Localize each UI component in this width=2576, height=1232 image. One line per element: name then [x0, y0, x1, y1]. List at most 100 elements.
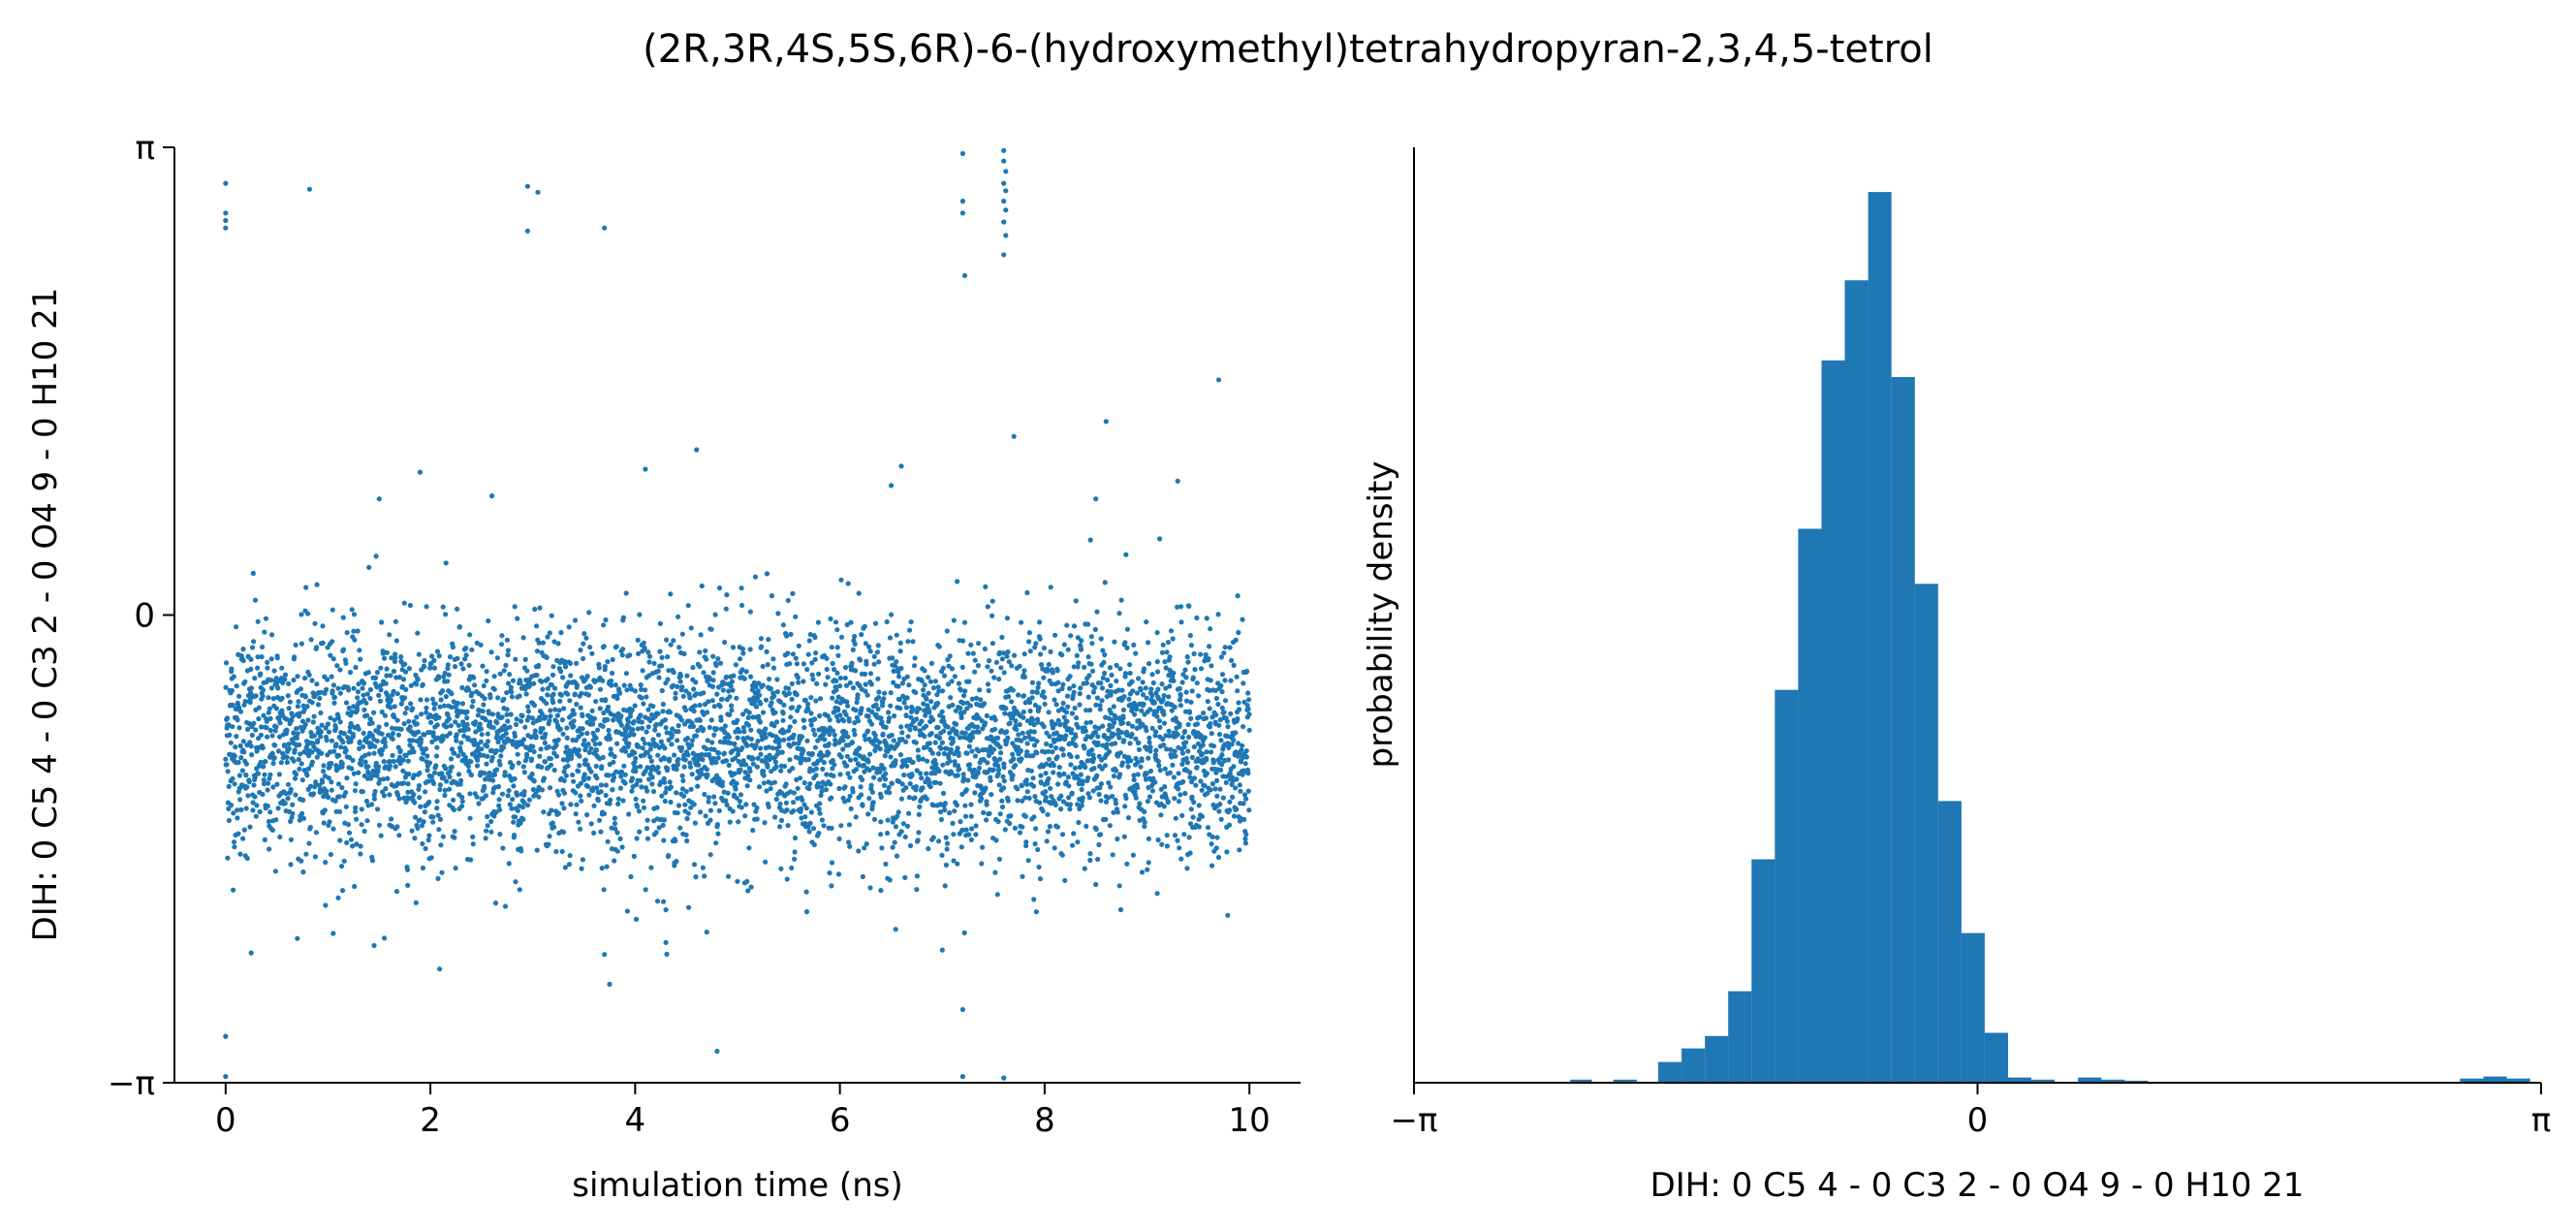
- scatter-point: [985, 664, 990, 670]
- scatter-point: [513, 656, 518, 662]
- scatter-point: [1138, 764, 1144, 770]
- scatter-point: [1001, 670, 1007, 676]
- scatter-point: [369, 858, 376, 864]
- scatter-point: [647, 746, 653, 752]
- scatter-point: [861, 762, 867, 769]
- scatter-point: [510, 797, 516, 803]
- scatter-point: [434, 806, 440, 811]
- scatter-point: [907, 727, 913, 733]
- scatter-point: [699, 583, 705, 589]
- scatter-point: [411, 792, 417, 798]
- scatter-point: [826, 750, 832, 756]
- scatter-point: [871, 653, 877, 659]
- scatter-point: [1164, 843, 1170, 849]
- scatter-point: [1183, 689, 1189, 695]
- scatter-point: [1112, 639, 1117, 645]
- scatter-point: [602, 664, 609, 670]
- scatter-point: [787, 661, 793, 667]
- scatter-point: [897, 706, 903, 711]
- scatter-point: [912, 655, 918, 661]
- scatter-point: [264, 725, 269, 731]
- scatter-point: [845, 703, 851, 709]
- scatter-point: [890, 819, 895, 825]
- scatter-point: [952, 808, 958, 814]
- scatter-point: [881, 782, 888, 788]
- scatter-point: [779, 749, 785, 755]
- scatter-point: [1205, 790, 1210, 796]
- scatter-point: [737, 799, 743, 805]
- scatter-point: [812, 744, 819, 750]
- scatter-point: [684, 673, 690, 679]
- scatter-point: [252, 794, 258, 800]
- scatter-point: [476, 801, 482, 806]
- scatter-point: [893, 758, 898, 764]
- scatter-point: [267, 775, 272, 781]
- scatter-point: [274, 781, 280, 787]
- scatter-point: [1033, 641, 1039, 647]
- scatter-point: [1192, 667, 1198, 673]
- scatter-point: [295, 935, 300, 941]
- scatter-point: [300, 797, 306, 804]
- scatter-point: [1029, 695, 1035, 701]
- scatter-point: [1215, 854, 1222, 861]
- scatter-point: [627, 652, 633, 658]
- scatter-point: [566, 862, 573, 868]
- scatter-point: [445, 662, 451, 668]
- scatter-point: [236, 831, 241, 837]
- scatter-point: [847, 843, 853, 849]
- scatter-point: [526, 797, 533, 803]
- scatter-point: [338, 744, 344, 750]
- scatter-point: [858, 792, 864, 798]
- scatter-point: [1067, 806, 1073, 812]
- scatter-point: [322, 690, 328, 696]
- scatter-point: [532, 791, 539, 797]
- scatter-point: [821, 760, 827, 766]
- scatter-point: [252, 774, 258, 780]
- scatter-point: [944, 840, 951, 846]
- scatter-point: [1160, 737, 1166, 742]
- scatter-point: [298, 686, 303, 692]
- scatter-point: [434, 648, 441, 654]
- scatter-point: [1093, 702, 1099, 708]
- scatter-point: [870, 765, 876, 771]
- scatter-point: [644, 765, 650, 771]
- scatter-point: [1182, 790, 1188, 797]
- scatter-point: [1110, 852, 1115, 858]
- scatter-point: [588, 769, 594, 774]
- scatter-point: [293, 792, 298, 798]
- scatter-point: [249, 645, 256, 650]
- scatter-point: [459, 794, 465, 801]
- scatter-point: [489, 711, 495, 717]
- scatter-point: [1146, 836, 1151, 842]
- scatter-point: [688, 786, 694, 792]
- scatter-point: [827, 731, 832, 738]
- scatter-point: [883, 861, 889, 868]
- scatter-point: [760, 710, 767, 715]
- scatter-point: [1085, 774, 1091, 781]
- scatter-point: [997, 756, 1003, 762]
- scatter-point: [1203, 715, 1209, 721]
- scatter-point: [266, 695, 271, 701]
- scatter-point: [897, 648, 903, 654]
- scatter-point: [524, 668, 530, 674]
- scatter-point: [844, 753, 851, 759]
- scatter-point: [335, 781, 342, 787]
- scatter-point: [865, 759, 871, 765]
- scatter-point: [286, 742, 292, 747]
- scatter-point: [1054, 668, 1060, 674]
- scatter-point: [248, 656, 254, 662]
- scatter-point: [942, 883, 948, 889]
- scatter-point: [1053, 702, 1059, 708]
- scatter-point: [879, 719, 885, 725]
- scatter-point: [790, 651, 797, 657]
- scatter-point: [379, 619, 385, 625]
- scatter-point: [482, 783, 487, 790]
- scatter-point: [511, 819, 517, 825]
- scatter-point: [389, 655, 394, 661]
- scatter-point: [267, 706, 272, 711]
- scatter-point: [548, 713, 553, 719]
- scatter-point: [318, 710, 324, 716]
- scatter-point: [911, 663, 918, 669]
- scatter-point: [967, 703, 974, 709]
- scatter-point: [353, 805, 359, 811]
